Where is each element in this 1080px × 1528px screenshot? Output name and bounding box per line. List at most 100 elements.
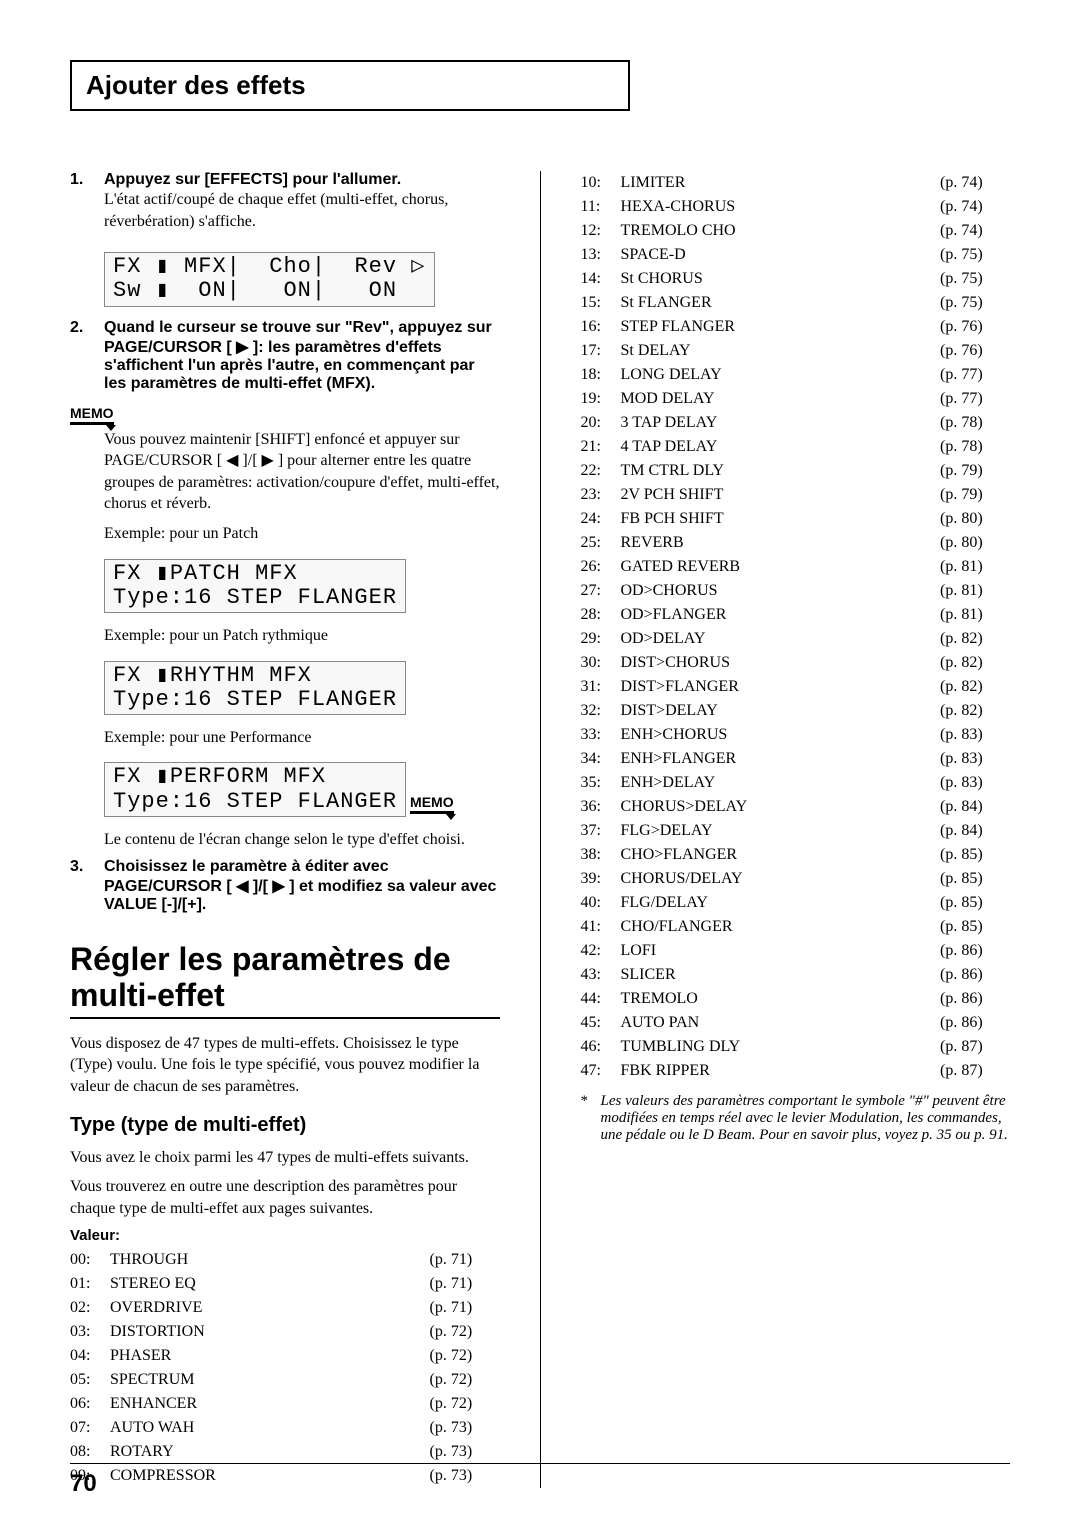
- effects-list-right: 10:LIMITER(p. 74)11:HEXA-CHORUS(p. 74)12…: [581, 171, 1011, 1083]
- effect-name: AUTO PAN: [621, 1011, 941, 1035]
- lcd-line: FX ▮RHYTHM MFX: [113, 663, 312, 688]
- effect-page: (p. 81): [940, 603, 1010, 627]
- effect-row: 37:FLG>DELAY(p. 84): [581, 819, 1011, 843]
- effect-page: (p. 85): [940, 891, 1010, 915]
- effect-name: CHO/FLANGER: [621, 915, 941, 939]
- effect-row: 40:FLG/DELAY(p. 85): [581, 891, 1011, 915]
- effect-page: (p. 78): [940, 411, 1010, 435]
- effect-page: (p. 75): [940, 243, 1010, 267]
- effect-row: 43:SLICER(p. 86): [581, 963, 1011, 987]
- lcd-display-1: FX ▮ MFX| Cho| Rev ▷ Sw ▮ ON| ON| ON: [104, 252, 435, 306]
- effect-page: (p. 76): [940, 315, 1010, 339]
- effect-num: 05:: [70, 1368, 110, 1392]
- effect-num: 04:: [70, 1344, 110, 1368]
- effect-num: 40:: [581, 891, 621, 915]
- effect-row: 04:PHASER(p. 72): [70, 1344, 500, 1368]
- effect-row: 35:ENH>DELAY(p. 83): [581, 771, 1011, 795]
- effect-name: OD>CHORUS: [621, 579, 941, 603]
- effect-name: PHASER: [110, 1344, 430, 1368]
- effect-name: LONG DELAY: [621, 363, 941, 387]
- step-number: 2.: [70, 319, 94, 393]
- effect-row: 21:4 TAP DELAY(p. 78): [581, 435, 1011, 459]
- effect-row: 20:3 TAP DELAY(p. 78): [581, 411, 1011, 435]
- step-number: 1.: [70, 171, 94, 240]
- effect-num: 46:: [581, 1035, 621, 1059]
- effect-num: 01:: [70, 1272, 110, 1296]
- effect-num: 03:: [70, 1320, 110, 1344]
- effect-page: (p. 86): [940, 987, 1010, 1011]
- effect-row: 30:DIST>CHORUS(p. 82): [581, 651, 1011, 675]
- effect-num: 11:: [581, 195, 621, 219]
- step-bold: Choisissez le paramètre à éditer avec PA…: [104, 858, 500, 914]
- effect-page: (p. 73): [430, 1440, 500, 1464]
- effect-name: CHORUS/DELAY: [621, 867, 941, 891]
- effect-page: (p. 81): [940, 579, 1010, 603]
- effect-page: (p. 85): [940, 843, 1010, 867]
- effect-name: TUMBLING DLY: [621, 1035, 941, 1059]
- lcd-display-4: FX ▮PERFORM MFX Type:16 STEP FLANGER: [104, 762, 406, 816]
- bottom-rule: [70, 1463, 1010, 1464]
- effect-name: 2V PCH SHIFT: [621, 483, 941, 507]
- effect-row: 16:STEP FLANGER(p. 76): [581, 315, 1011, 339]
- page-number: 70: [70, 1470, 97, 1498]
- effect-row: 46:TUMBLING DLY(p. 87): [581, 1035, 1011, 1059]
- step-1: 1. Appuyez sur [EFFECTS] pour l'allumer.…: [70, 171, 500, 240]
- effect-num: 32:: [581, 699, 621, 723]
- effect-page: (p. 87): [940, 1035, 1010, 1059]
- effect-page: (p. 75): [940, 291, 1010, 315]
- effect-page: (p. 85): [940, 915, 1010, 939]
- lcd-display-2: FX ▮PATCH MFX Type:16 STEP FLANGER: [104, 559, 406, 613]
- effect-name: DISTORTION: [110, 1320, 430, 1344]
- effect-row: 06:ENHANCER(p. 72): [70, 1392, 500, 1416]
- effect-num: 16:: [581, 315, 621, 339]
- effect-row: 42:LOFI(p. 86): [581, 939, 1011, 963]
- step-bold: Appuyez sur [EFFECTS] pour l'allumer.: [104, 171, 500, 189]
- effect-page: (p. 79): [940, 483, 1010, 507]
- effect-num: 24:: [581, 507, 621, 531]
- sub-body: Vous avez le choix parmi les 47 types de…: [70, 1147, 500, 1169]
- effect-row: 18:LONG DELAY(p. 77): [581, 363, 1011, 387]
- effect-row: 02:OVERDRIVE(p. 71): [70, 1296, 500, 1320]
- effect-num: 35:: [581, 771, 621, 795]
- effect-num: 14:: [581, 267, 621, 291]
- effect-num: 12:: [581, 219, 621, 243]
- effect-num: 00:: [70, 1248, 110, 1272]
- effect-row: 27:OD>CHORUS(p. 81): [581, 579, 1011, 603]
- effect-page: (p. 80): [940, 531, 1010, 555]
- example-label: Exemple: pour une Performance: [104, 727, 500, 749]
- effect-num: 10:: [581, 171, 621, 195]
- effect-name: FBK RIPPER: [621, 1059, 941, 1083]
- effect-page: (p. 79): [940, 459, 1010, 483]
- effect-page: (p. 85): [940, 867, 1010, 891]
- effect-name: GATED REVERB: [621, 555, 941, 579]
- memo-label: MEMO: [410, 794, 454, 814]
- memo-text: Vous pouvez maintenir [SHIFT] enfoncé et…: [104, 429, 500, 515]
- valeur-label: Valeur:: [70, 1227, 500, 1244]
- memo-text: Le contenu de l'écran change selon le ty…: [104, 829, 500, 851]
- effect-row: 44:TREMOLO(p. 86): [581, 987, 1011, 1011]
- example-label: Exemple: pour un Patch: [104, 523, 500, 545]
- effect-page: (p. 86): [940, 963, 1010, 987]
- effect-row: 32:DIST>DELAY(p. 82): [581, 699, 1011, 723]
- lcd-line: FX ▮PATCH MFX: [113, 561, 298, 586]
- effect-page: (p. 87): [940, 1059, 1010, 1083]
- effect-name: OVERDRIVE: [110, 1296, 430, 1320]
- effect-page: (p. 77): [940, 363, 1010, 387]
- effect-num: 25:: [581, 531, 621, 555]
- effect-page: (p. 83): [940, 723, 1010, 747]
- effect-name: St DELAY: [621, 339, 941, 363]
- effect-num: 44:: [581, 987, 621, 1011]
- footnote-text: Les valeurs des paramètres comportant le…: [601, 1093, 1011, 1144]
- effect-page: (p. 74): [940, 195, 1010, 219]
- effect-row: 13:SPACE-D(p. 75): [581, 243, 1011, 267]
- right-column: 10:LIMITER(p. 74)11:HEXA-CHORUS(p. 74)12…: [581, 171, 1011, 1488]
- column-divider: [540, 171, 541, 1488]
- effect-page: (p. 73): [430, 1416, 500, 1440]
- effect-page: (p. 71): [430, 1272, 500, 1296]
- effect-num: 19:: [581, 387, 621, 411]
- effect-row: 05:SPECTRUM(p. 72): [70, 1368, 500, 1392]
- effect-num: 37:: [581, 819, 621, 843]
- effects-list-left: 00:THROUGH(p. 71)01:STEREO EQ(p. 71)02:O…: [70, 1248, 500, 1488]
- effect-row: 29:OD>DELAY(p. 82): [581, 627, 1011, 651]
- effect-row: 41:CHO/FLANGER(p. 85): [581, 915, 1011, 939]
